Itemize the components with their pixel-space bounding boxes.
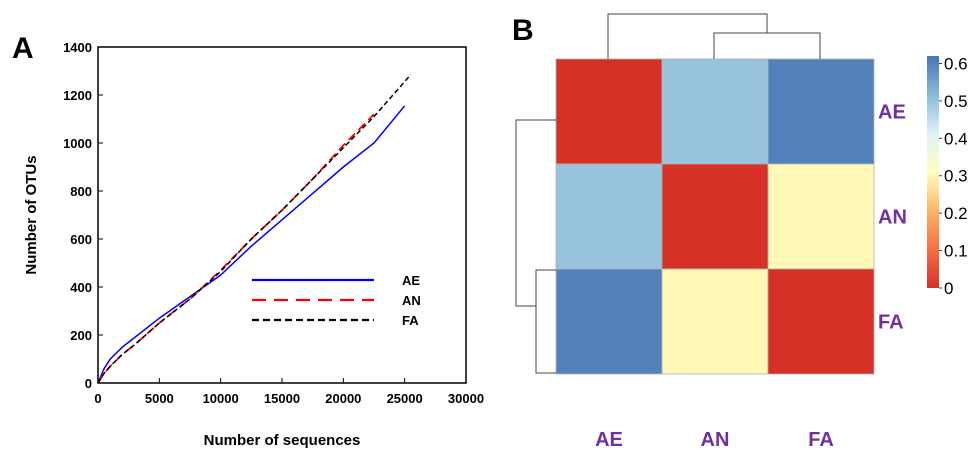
column-label-an: AN [701, 429, 730, 451]
x-tick-label: 5000 [145, 391, 174, 406]
y-tick-label: 800 [70, 184, 92, 199]
y-axis-title: Number of OTUs [23, 155, 40, 274]
legend: AE AN FA [252, 273, 421, 328]
y-tick-label: 1200 [63, 88, 92, 103]
x-axis-ticks: 0 5000 10000 15000 20000 25000 30000 [94, 378, 484, 406]
colorbar-tick-label: 0.1 [944, 242, 968, 261]
colorbar-ticks: 0 0.1 0.2 0.3 0.4 0.5 0.6 [939, 54, 968, 298]
heatmap-cell-ae-ae [555, 58, 663, 165]
x-tick-label: 10000 [203, 391, 239, 406]
y-tick-label: 600 [70, 232, 92, 247]
legend-label-an: AN [402, 293, 421, 308]
row-label-fa: FA [878, 312, 904, 334]
legend-label-ae: AE [402, 273, 420, 288]
y-tick-label: 1000 [63, 136, 92, 151]
colorbar-tick-label: 0.3 [944, 167, 968, 186]
heatmap-row-labels: AE AN FA [878, 102, 907, 334]
row-label-an: AN [878, 207, 907, 229]
x-tick-label: 25000 [387, 391, 423, 406]
series-line-an [97, 113, 375, 384]
panel-a-letter: A [12, 32, 34, 65]
heatmap-cell-fa-fa [767, 268, 875, 375]
y-tick-label: 0 [85, 376, 92, 391]
series-line-ae [97, 105, 406, 384]
heatmap-cells [555, 58, 875, 375]
column-dendrogram [607, 13, 821, 59]
x-axis-title: Number of sequences [204, 432, 361, 449]
colorbar-tick-label: 0.5 [944, 92, 968, 111]
heatmap-cell-fa-ae [555, 268, 663, 375]
colorbar-tick-label: 0.6 [944, 54, 968, 73]
x-tick-label: 30000 [448, 391, 484, 406]
heatmap-column-labels: AE AN FA [595, 429, 834, 451]
column-label-ae: AE [595, 429, 623, 451]
heatmap-cell-ae-fa [767, 58, 875, 165]
panel-b-heatmap: B AE AN FA AE AN FA 0 0.1 0.2 0.3 0.4 0.5 0.6 [512, 13, 968, 451]
y-tick-label: 1400 [63, 40, 92, 55]
heatmap-cell-fa-an [661, 268, 769, 375]
x-tick-label: 0 [94, 391, 101, 406]
colorbar-tick-label: 0.2 [944, 204, 968, 223]
plot-area-frame [97, 46, 467, 384]
colorbar-tick-label: 0.4 [944, 129, 968, 148]
row-label-ae: AE [878, 102, 906, 124]
y-axis-ticks: 0 200 400 600 800 1000 1200 1400 [63, 40, 103, 391]
row-dendrogram [515, 119, 556, 374]
panel-b-letter: B [512, 14, 534, 47]
x-tick-label: 20000 [325, 391, 361, 406]
y-tick-label: 200 [70, 328, 92, 343]
heatmap-cell-an-an [661, 163, 769, 270]
y-tick-label: 400 [70, 280, 92, 295]
column-label-fa: FA [808, 429, 834, 451]
panel-a-line-chart: A 0 5000 10000 15000 20000 25000 30000 0 200 400… [12, 32, 484, 449]
heatmap-cell-an-fa [767, 163, 875, 270]
series-lines [97, 74, 412, 384]
colorbar-tick-label: 0 [944, 279, 953, 298]
heatmap-cell-an-ae [555, 163, 663, 270]
heatmap-cell-ae-an [661, 58, 769, 165]
x-tick-label: 15000 [264, 391, 300, 406]
legend-label-fa: FA [402, 313, 419, 328]
colorbar [927, 56, 939, 288]
series-line-fa [97, 74, 412, 384]
